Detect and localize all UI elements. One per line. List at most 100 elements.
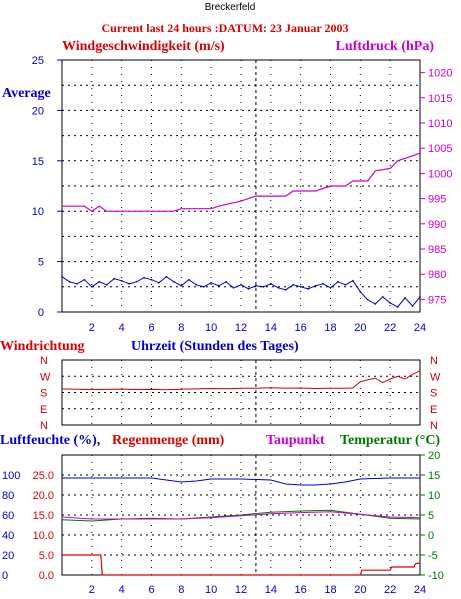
panel2-left-dir-label: W <box>40 371 51 383</box>
panel3-temp-tick-label: 5 <box>428 510 434 522</box>
wind-speed-point <box>359 290 362 293</box>
panel1-right-tick-label: 1020 <box>428 68 452 80</box>
wind-speed-point <box>307 287 310 290</box>
panel1-right-tick-label: 980 <box>428 269 446 281</box>
wind-speed-point <box>68 280 71 283</box>
panel3-humidity-tick-label: 20 <box>2 550 14 562</box>
panel1-x-tick-label: 8 <box>178 322 184 334</box>
wind-speed-point <box>135 280 138 283</box>
panel1-left-tick-label: 10 <box>32 206 44 218</box>
wind-speed-point <box>396 306 399 308</box>
wind-speed-point <box>150 278 153 281</box>
wind-speed-point <box>322 282 324 285</box>
panel2-left-dir-label: N <box>40 355 48 367</box>
wind-speed-point <box>381 295 384 298</box>
panel1-right-tick-label: 1005 <box>428 143 452 155</box>
wind-speed-point <box>404 296 406 299</box>
wind-speed-point <box>105 283 108 286</box>
station-name: Breckerfeld <box>205 2 256 13</box>
panel1-x-tick-label: 4 <box>119 322 125 334</box>
panel3-rain-tick-label: 5.0 <box>39 550 54 562</box>
panel3-rain-tick-label: 20.0 <box>33 490 54 502</box>
panel1-x-tick-label: 20 <box>354 322 366 334</box>
panel2-left-dir-label: E <box>40 404 47 416</box>
wind-speed-point <box>389 302 392 304</box>
panel3-x-tick-label: 12 <box>235 584 247 596</box>
panel3-x-tick-label: 22 <box>384 584 396 596</box>
panel1-x-tick-label: 10 <box>205 322 217 334</box>
wind-speed-point <box>202 285 205 288</box>
panel1-x-tick-label: 16 <box>295 322 307 334</box>
panel1-x-tick-label: 22 <box>384 322 396 334</box>
wind-speed-point <box>366 299 369 301</box>
time-axis-label: Uhrzeit (Stunden des Tages) <box>131 339 299 354</box>
wind-speed-point <box>284 288 287 291</box>
wind-speed-point <box>255 284 257 287</box>
panel3-rain-tick-label: 15.0 <box>33 510 54 522</box>
panel3-humidity-tick-label: 40 <box>2 530 14 542</box>
panel2-right-dir-label: S <box>430 388 437 400</box>
panel1-right-tick-label: 1010 <box>428 118 452 130</box>
wind-speed-point <box>337 280 339 283</box>
wind-speed-point <box>113 277 116 280</box>
panel1-right-tick-label: 1015 <box>428 93 452 105</box>
rain-line <box>62 554 421 576</box>
panel1-right-tick-label: 975 <box>428 294 446 306</box>
wind-speed-point <box>120 279 123 282</box>
panel3-temp-tick-label: 0 <box>428 530 434 542</box>
wind-speed-point <box>76 282 78 285</box>
wind-speed-point <box>225 280 227 283</box>
panel1-right-tick-label: 985 <box>428 244 446 256</box>
temperature-title: Temperatur (°C) <box>340 433 440 448</box>
wind-speed-point <box>165 275 168 278</box>
panel3-temp-tick-label: 20 <box>428 450 440 462</box>
wind-speed-point <box>98 280 101 283</box>
wind-speed-point <box>277 286 280 289</box>
chart-marks: 0510152025975980985990995100010051010101… <box>2 55 452 596</box>
wind-speed-point <box>61 275 63 278</box>
panel1-left-tick-label: 25 <box>32 55 44 67</box>
panel1-left-tick-label: 0 <box>38 307 44 319</box>
wind-speed-point <box>292 283 295 286</box>
panel3-x-tick-label: 4 <box>119 584 125 596</box>
panel3-temp-tick-label: 15 <box>428 470 440 482</box>
panel1-x-tick-label: 6 <box>148 322 154 334</box>
panel1-left-tick-label: 15 <box>32 156 44 168</box>
wind-speed-point <box>180 284 183 287</box>
panel3-x-tick-label: 10 <box>205 584 217 596</box>
panel2-right-dir-label: E <box>430 404 437 416</box>
panel3-x-tick-label: 16 <box>295 584 307 596</box>
wind-speed-point <box>158 281 160 284</box>
panel3-x-tick-label: 18 <box>324 584 336 596</box>
panel3-temp-tick-label: -10 <box>428 570 444 582</box>
wind-speed-point <box>299 285 302 288</box>
temperature-title-unit: °C) <box>420 433 441 448</box>
panel3-x-tick-label: 8 <box>178 584 184 596</box>
panel3-humidity-tick-label: 100 <box>2 470 20 482</box>
panel3-rain-tick-label: 10.0 <box>33 530 54 542</box>
rain-title: Regenmenge (mm) <box>112 433 225 448</box>
pressure-line <box>62 152 421 212</box>
pressure-title: Luftdruck (hPa) <box>336 39 435 54</box>
panel3-humidity-tick-label: 60 <box>2 510 14 522</box>
wind-speed-point <box>217 284 220 287</box>
panel2-left-dir-label: N <box>40 420 48 432</box>
panel1-x-tick-label: 12 <box>235 322 247 334</box>
panel3-rain-tick-label: 25.0 <box>33 470 54 482</box>
wind-speed-point <box>240 283 242 286</box>
panel1-left-tick-label: 5 <box>38 257 44 269</box>
wind-speed-point <box>83 278 86 281</box>
panel1-x-tick-label: 2 <box>89 322 95 334</box>
wind-speed-point <box>172 280 175 283</box>
temperature-title-main: Temperatur ( <box>340 433 420 448</box>
chart-heading: Current last 24 hours :DATUM: 23 Januar … <box>101 21 348 35</box>
panel3-x-tick-label: 2 <box>89 584 95 596</box>
panel1-x-tick-label: 14 <box>265 322 277 334</box>
wind-speed-point <box>411 305 414 307</box>
panel2-right-dir-label: N <box>430 420 438 432</box>
wind-speed-title: Windgeschwindigkeit (m/s) <box>62 39 225 54</box>
wind-speed-point <box>374 303 377 305</box>
dewpoint-line <box>61 511 421 520</box>
